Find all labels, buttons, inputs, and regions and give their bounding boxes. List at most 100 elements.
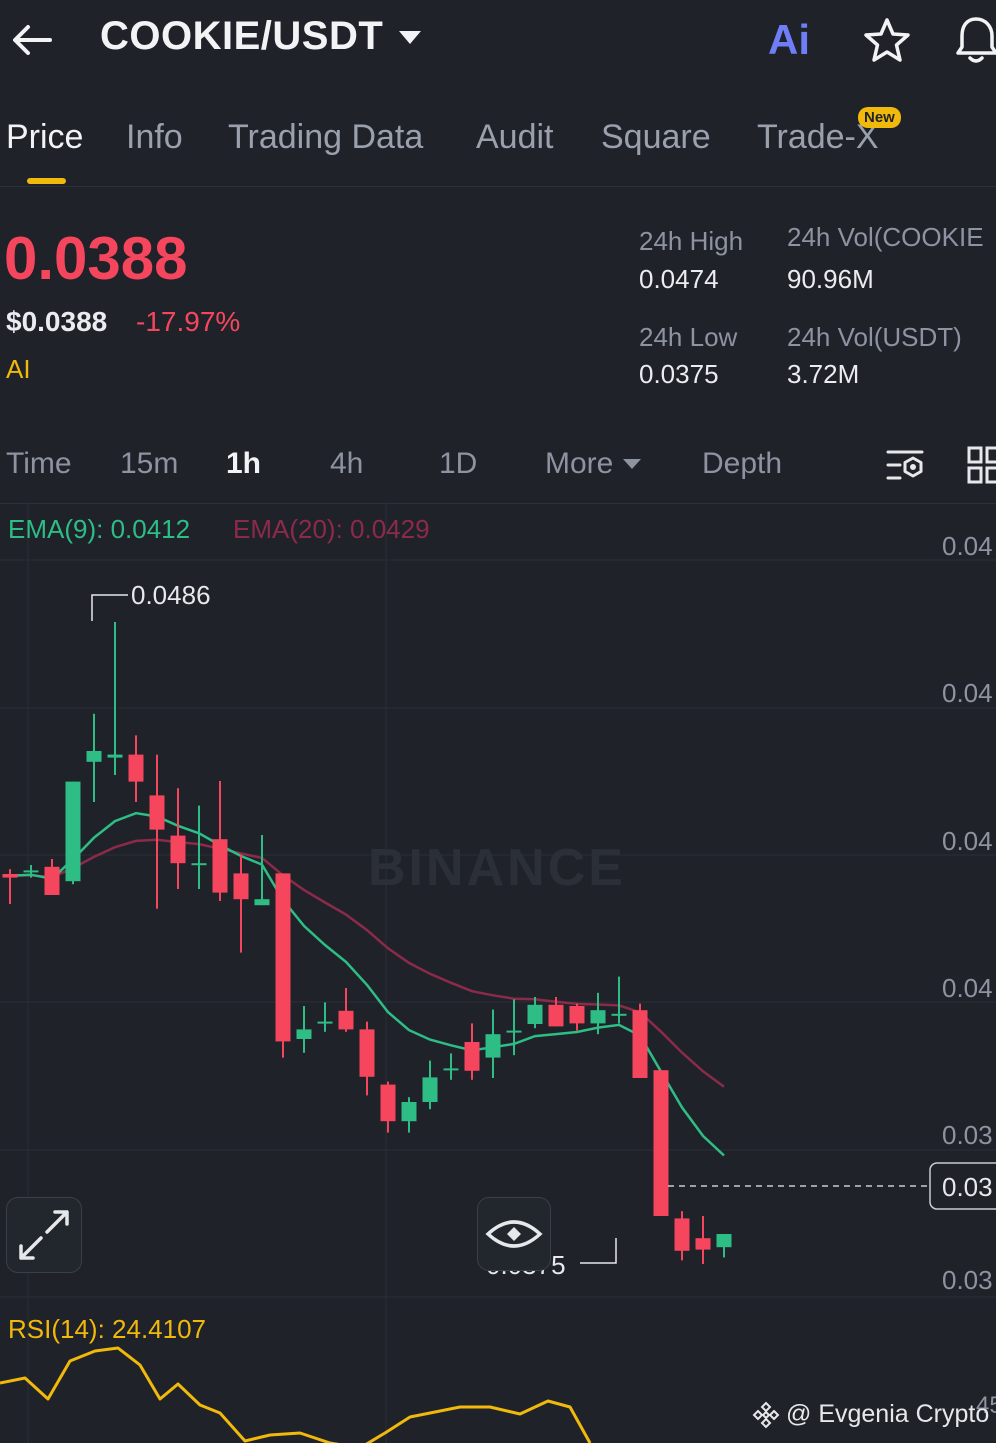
candle-body [590, 1010, 606, 1024]
grid-layout-icon[interactable] [966, 445, 996, 485]
candles [2, 622, 732, 1264]
tab-audit[interactable]: Audit [476, 118, 554, 156]
candle-body [611, 1013, 627, 1016]
y-tick-label: 0.03 [942, 1120, 993, 1150]
candle-body [632, 1010, 648, 1078]
low-marker-line [580, 1238, 617, 1264]
candle-body [380, 1084, 396, 1122]
low-label: 24h Low [639, 322, 738, 352]
candle-body [464, 1042, 480, 1071]
vol-quote-label: 24h Vol(USDT) [787, 322, 962, 352]
visibility-toggle-button[interactable] [477, 1197, 551, 1271]
expand-icon [19, 1210, 69, 1260]
candle-body [443, 1068, 459, 1071]
candle-body [317, 1021, 333, 1024]
y-tick-label: 0.04 [942, 531, 993, 561]
candle-body [653, 1070, 669, 1216]
high-marker-line [91, 594, 128, 621]
last-price: 0.0388 [4, 225, 188, 292]
candle-body [170, 835, 186, 864]
chevron-down-icon [623, 459, 642, 469]
candle-body [128, 754, 144, 782]
credit-text: @ Evgenia Crypto [786, 1400, 990, 1428]
candle-body [695, 1238, 711, 1250]
ema20-label: EMA(20): 0.0429 [233, 514, 430, 544]
pair-selector[interactable]: COOKIE/USDT [100, 14, 422, 59]
candle-body [275, 873, 291, 1042]
candle-body [107, 754, 123, 758]
candle-body [359, 1029, 375, 1077]
divider [0, 503, 996, 504]
depth-tab[interactable]: Depth [702, 447, 783, 480]
pair-title: COOKIE/USDT [100, 14, 384, 58]
watermark: BINANCE [368, 839, 626, 897]
vol-quote-value: 3.72M [787, 359, 860, 389]
y-tick-label: 0.03 [942, 1265, 993, 1295]
candle-body [296, 1029, 312, 1039]
indicator-settings-icon[interactable] [886, 447, 926, 485]
rsi-line [0, 1346, 592, 1443]
high-value: 0.0474 [639, 264, 719, 294]
candle-body [527, 1004, 543, 1024]
chart-grid [0, 503, 996, 1443]
rsi-tick-label: 45 [976, 1392, 996, 1419]
rsi-label: RSI(14): 24.4107 [8, 1314, 207, 1344]
bell-icon[interactable] [954, 14, 996, 66]
candle-body [716, 1234, 732, 1248]
candle-body [338, 1010, 354, 1030]
candle-body [44, 866, 60, 895]
candle-body [212, 839, 228, 893]
current-price-box [929, 1162, 996, 1210]
author-credit: @ Evgenia Crypto [752, 1400, 989, 1429]
y-tick-label: 0.04 [942, 678, 993, 708]
candle-body [149, 795, 165, 830]
candle-body [233, 873, 249, 900]
divider [0, 186, 996, 187]
tab-trade-x[interactable]: Trade-X [757, 118, 879, 156]
y-tick-label: 0.04 [942, 826, 993, 856]
candle-body [254, 899, 270, 906]
eye-icon [485, 1220, 543, 1248]
active-tab-indicator [27, 178, 66, 184]
candle-body [569, 1006, 585, 1024]
candle-body [401, 1102, 417, 1122]
back-arrow-icon[interactable] [10, 18, 54, 62]
candle-body [23, 870, 39, 873]
ema9-label: EMA(9): 0.0412 [8, 514, 191, 544]
interval-1d[interactable]: 1D [439, 447, 478, 480]
high-marker-label: 0.0486 [131, 580, 211, 610]
candle-body [191, 863, 207, 866]
candlestick-chart[interactable]: 0.040.040.040.040.030.03 0.04860.03750.0… [0, 503, 996, 1443]
low-value: 0.0375 [639, 359, 719, 389]
high-label: 24h High [639, 226, 744, 256]
y-axis: 0.04 0.04 0.04 0.04 0.03 0.03 [942, 531, 993, 1295]
candle-body [65, 781, 81, 882]
y-tick-label: 0.04 [942, 973, 993, 1003]
candle-body [485, 1034, 501, 1058]
fullscreen-button[interactable] [6, 1197, 82, 1273]
interval-4h[interactable]: 4h [330, 447, 364, 480]
ema9-line [9, 811, 725, 1157]
interval-15m[interactable]: 15m [120, 447, 179, 480]
binance-logo-icon [752, 1401, 780, 1428]
interval-1h[interactable]: 1h [226, 447, 262, 480]
interval-time[interactable]: Time [6, 447, 72, 480]
ema20-line [9, 838, 725, 1088]
more-label: More [545, 447, 614, 480]
vol-base-value: 90.96M [787, 264, 874, 294]
candle-body [548, 1004, 564, 1027]
chevron-down-icon [399, 31, 422, 44]
candle-body [422, 1077, 438, 1102]
ai-link[interactable]: AI [6, 354, 31, 384]
star-icon[interactable] [862, 16, 912, 66]
candle-body [506, 1030, 522, 1033]
tab-price[interactable]: Price [6, 118, 84, 156]
ai-button[interactable]: Ai [768, 16, 810, 63]
more-intervals-dropdown[interactable]: More [545, 447, 642, 481]
tab-trading-data[interactable]: Trading Data [228, 118, 424, 156]
tab-info[interactable]: Info [126, 118, 183, 156]
vol-base-label: 24h Vol(COOKIE [787, 222, 984, 252]
tab-square[interactable]: Square [601, 118, 711, 156]
candle-body [674, 1218, 690, 1251]
